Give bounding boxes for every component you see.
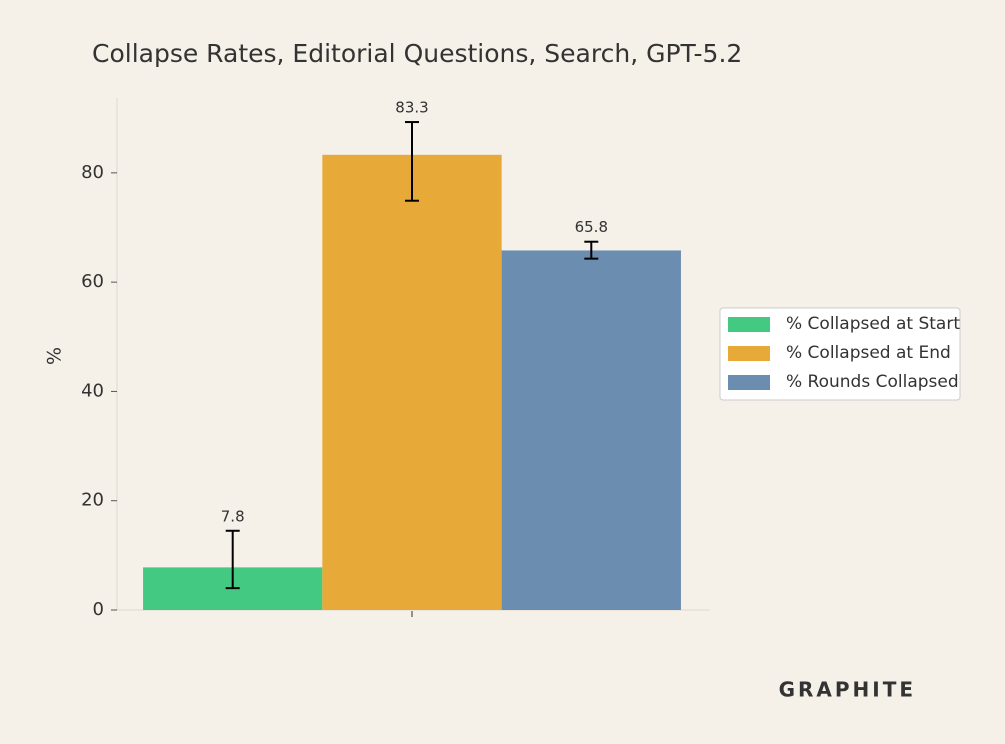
value-label: 7.8 (221, 507, 245, 525)
value-label: 83.3 (395, 99, 428, 117)
legend-label: % Rounds Collapsed (786, 372, 959, 392)
error-bar (584, 240, 599, 260)
y-tick-label: 60 (81, 271, 104, 292)
y-tick-label: 20 (81, 490, 104, 511)
chart-title: Collapse Rates, Editorial Questions, Sea… (92, 39, 742, 68)
logo: GRAPHITE (779, 678, 916, 702)
legend-swatch (728, 375, 770, 390)
legend-swatch (728, 317, 770, 332)
y-tick-label: 40 (81, 380, 104, 401)
error-bar (225, 529, 240, 590)
y-tick-label: 80 (81, 162, 104, 183)
legend-swatch (728, 346, 770, 361)
bar (322, 154, 502, 610)
error-bar (405, 121, 419, 202)
legend-label: % Collapsed at Start (786, 314, 960, 334)
legend-label: % Collapsed at End (786, 343, 951, 363)
y-tick-label: 0 (93, 599, 104, 620)
legend-box (719, 307, 961, 401)
value-label: 65.8 (575, 218, 608, 236)
bar (501, 250, 681, 610)
y-axis-label: % (44, 347, 66, 365)
